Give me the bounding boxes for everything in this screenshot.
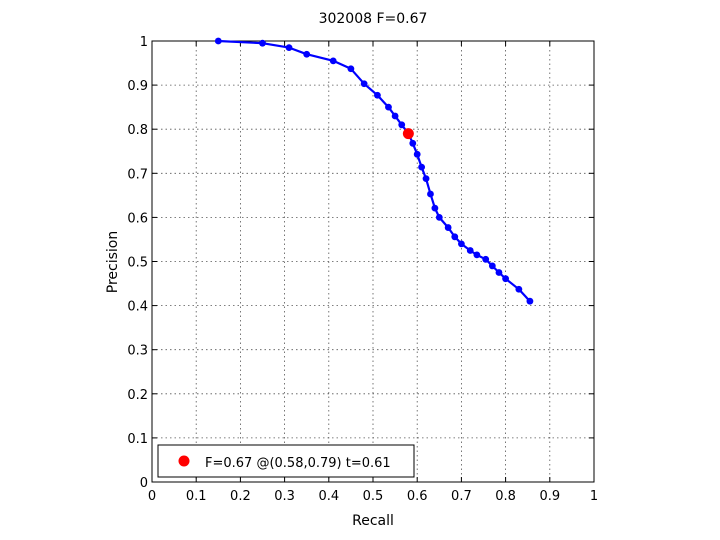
x-tick-label: 0.1 [186,489,207,504]
data-point [495,269,503,276]
chart-title: 302008 F=0.67 [319,11,428,27]
y-tick-label: 0.6 [127,211,148,226]
data-point [444,224,452,231]
x-tick-label: 0.8 [495,489,516,504]
data-point [418,163,426,171]
x-tick-label: 0.5 [363,489,384,504]
y-tick-label: 0.7 [127,167,148,182]
data-point [214,37,222,45]
data-point [435,214,443,221]
y-tick-label: 0.8 [127,123,148,138]
legend-box [157,444,415,478]
data-point [427,190,434,198]
legend: F=0.67 @(0.58,0.79) t=0.61 [157,444,415,478]
axis-ticks: 0 0.1 0.2 0.3 0.4 0.5 0.6 0.7 0.8 0.9 1 0 0.1 0.2 0.3 0… [127,35,598,504]
x-tick-label: 0.4 [318,489,339,504]
y-tick-label: 0.9 [127,79,148,94]
data-point [360,80,368,88]
y-tick-label: 0 [140,476,148,491]
y-tick-label: 0.5 [127,256,148,271]
data-point [488,262,496,270]
data-point [431,204,439,212]
data-point [422,175,430,182]
data-point [303,50,311,58]
data-point [374,91,381,99]
x-tick-label: 0.2 [230,489,251,504]
data-point [285,44,293,52]
data-point [409,139,417,147]
data-point [347,65,355,73]
y-tick-label: 0.4 [127,300,148,315]
highlight-point [402,128,414,140]
y-tick-label: 0.1 [127,432,148,447]
x-tick-label: 0.7 [451,489,472,504]
data-point [329,57,337,65]
data-point [482,255,490,263]
x-axis-label: Recall [352,513,394,529]
data-point [259,39,266,47]
x-tick-label: 1 [590,489,598,504]
x-tick-label: 0.6 [407,489,428,504]
y-tick-label: 1 [140,35,148,50]
y-axis-label: Precision [105,231,121,293]
y-tick-label: 0.3 [127,344,148,359]
data-point [413,150,421,158]
x-tick-label: 0.9 [539,489,560,504]
data-point [451,233,459,241]
data-point [515,285,523,293]
data-point [526,297,534,305]
data-point [398,121,406,129]
data-point [466,247,474,254]
data-point [391,112,399,120]
data-point [385,103,392,111]
data-point [473,251,481,259]
series [214,37,534,305]
data-point [458,240,465,248]
x-tick-label: 0 [148,489,156,504]
grid [152,41,594,482]
y-tick-label: 0.2 [127,388,148,403]
data-point [502,275,509,283]
legend-marker [178,455,190,467]
x-tick-label: 0.3 [274,489,295,504]
legend-entry: F=0.67 @(0.58,0.79) t=0.61 [205,456,391,471]
highlight [402,128,414,140]
